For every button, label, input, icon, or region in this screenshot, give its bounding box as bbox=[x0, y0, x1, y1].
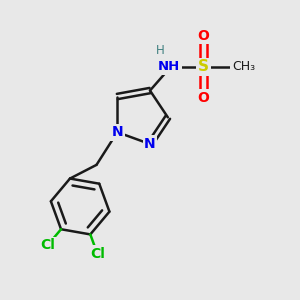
Text: Cl: Cl bbox=[40, 238, 55, 252]
Text: O: O bbox=[198, 91, 209, 105]
Text: N: N bbox=[112, 125, 123, 139]
Text: H: H bbox=[156, 44, 165, 57]
Text: S: S bbox=[198, 59, 209, 74]
Text: N: N bbox=[144, 137, 156, 151]
Text: NH: NH bbox=[158, 60, 180, 73]
Text: O: O bbox=[198, 28, 209, 43]
Text: Cl: Cl bbox=[90, 247, 105, 261]
Text: CH₃: CH₃ bbox=[232, 60, 255, 73]
